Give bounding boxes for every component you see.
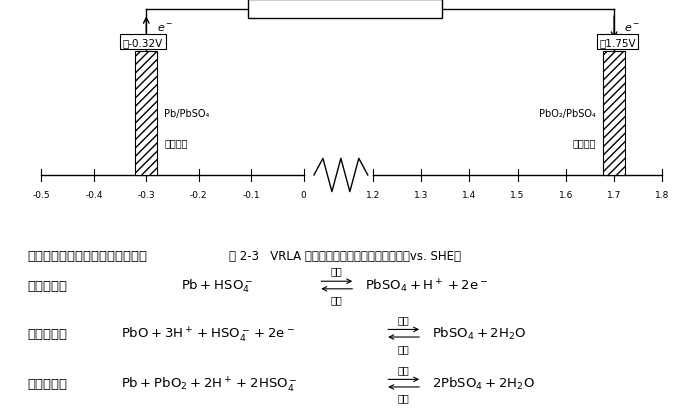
Text: 约-0.32V: 约-0.32V — [123, 38, 163, 48]
Text: $e^-$: $e^-$ — [157, 23, 173, 34]
Text: Pb/PbSO₄: Pb/PbSO₄ — [164, 109, 210, 119]
Bar — [135, 52, 157, 175]
Text: 放电: 放电 — [331, 266, 343, 276]
Text: 充电: 充电 — [331, 295, 343, 305]
Bar — [248, 0, 442, 19]
Text: 1.8: 1.8 — [656, 191, 669, 200]
Text: -0.4: -0.4 — [85, 191, 103, 200]
Text: 1.5: 1.5 — [511, 191, 524, 200]
Text: 放电: 放电 — [398, 364, 410, 374]
Text: $\mathrm{PbSO_4+2H_2O}$: $\mathrm{PbSO_4+2H_2O}$ — [432, 326, 526, 342]
Text: $\mathrm{Pb+HSO_4^-}$: $\mathrm{Pb+HSO_4^-}$ — [181, 276, 253, 294]
Text: $\mathrm{2PbSO_4+2H_2O}$: $\mathrm{2PbSO_4+2H_2O}$ — [432, 375, 535, 391]
Text: 电池反应：: 电池反应： — [27, 377, 67, 390]
Text: $\mathrm{PbSO_4+H^++2e^-}$: $\mathrm{PbSO_4+H^++2e^-}$ — [365, 276, 489, 294]
Text: $\mathrm{Pb+PbO_2+2H^++2HSO_4^-}$: $\mathrm{Pb+PbO_2+2H^++2HSO_4^-}$ — [121, 374, 297, 393]
Text: 充电: 充电 — [398, 343, 410, 353]
Text: -0.3: -0.3 — [137, 191, 155, 200]
Text: 正极反应：: 正极反应： — [27, 327, 67, 340]
Text: $\mathrm{PbO+3H^++HSO_4^-+2e^-}$: $\mathrm{PbO+3H^++HSO_4^-+2e^-}$ — [121, 324, 295, 343]
Bar — [603, 52, 625, 175]
Text: -0.1: -0.1 — [242, 191, 260, 200]
Text: 放电: 放电 — [398, 314, 410, 324]
Text: -0.2: -0.2 — [190, 191, 208, 200]
Text: -0.5: -0.5 — [32, 191, 50, 200]
Text: PbO₂/PbSO₄: PbO₂/PbSO₄ — [540, 109, 596, 119]
Text: 平衡电位: 平衡电位 — [164, 137, 188, 147]
Text: 铅酸蓄电池的两个电极反应如下。: 铅酸蓄电池的两个电极反应如下。 — [27, 249, 147, 262]
Text: 1.4: 1.4 — [462, 191, 476, 200]
Text: 1.6: 1.6 — [559, 191, 573, 200]
Text: 1.7: 1.7 — [607, 191, 621, 200]
Text: 约1.75V: 约1.75V — [599, 38, 636, 48]
Text: 1.2: 1.2 — [366, 191, 380, 200]
Text: 负极反应：: 负极反应： — [27, 279, 67, 292]
Text: 充电: 充电 — [398, 393, 410, 402]
Text: 1.3: 1.3 — [414, 191, 428, 200]
Text: 平衡电位: 平衡电位 — [573, 137, 596, 147]
Text: 图 2-3   VRLA 电池的放电反应与正、负极电势（vs. SHE）: 图 2-3 VRLA 电池的放电反应与正、负极电势（vs. SHE） — [229, 249, 461, 262]
Text: 0: 0 — [301, 191, 306, 200]
Text: $e^-$: $e^-$ — [624, 23, 641, 34]
